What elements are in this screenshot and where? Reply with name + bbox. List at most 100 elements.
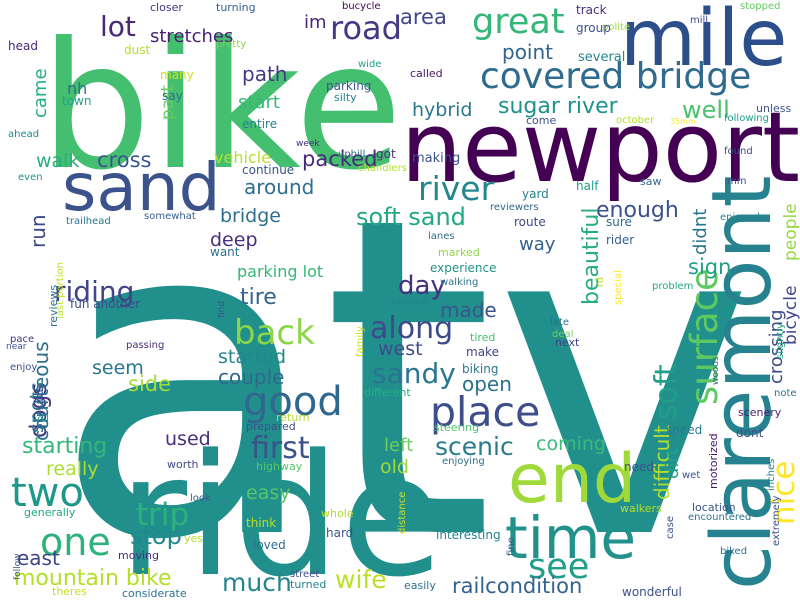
cloud-word: 35mm — [670, 116, 696, 126]
cloud-word: soft — [649, 364, 684, 420]
cloud-word: easily — [404, 579, 436, 593]
cloud-word: two — [11, 470, 84, 516]
cloud-word: location — [692, 501, 736, 515]
cloud-word: around — [244, 175, 315, 199]
cloud-word: walk — [36, 149, 80, 172]
cloud-word: stretches — [150, 25, 234, 47]
cloud-word: river — [418, 168, 495, 208]
cloud-word: starting — [22, 434, 108, 460]
cloud-word: old — [380, 455, 409, 478]
cloud-word: side — [128, 372, 172, 397]
cloud-word: deal — [552, 329, 574, 340]
cloud-word: sandy — [372, 356, 456, 390]
cloud-word: enjoying — [442, 456, 485, 467]
cloud-word: end — [508, 439, 637, 519]
cloud-word: area — [400, 5, 447, 30]
cloud-word: turned — [290, 578, 327, 592]
cloud-word: place — [430, 388, 541, 437]
cloud-word: head — [8, 39, 38, 54]
cloud-word: town — [62, 94, 92, 109]
cloud-word: pace — [10, 334, 35, 345]
cloud-word: really — [46, 457, 99, 480]
cloud-word: wife — [335, 565, 387, 594]
cloud-word: rd — [595, 276, 606, 287]
cloud-word: steering — [434, 421, 480, 435]
cloud-word: cross — [97, 148, 152, 173]
cloud-word: walkers — [620, 502, 662, 516]
cloud-word: mile — [620, 0, 788, 84]
cloud-word: enjoy — [10, 362, 38, 373]
cloud-word: many — [160, 68, 194, 83]
cloud-word: yes — [184, 532, 204, 546]
cloud-word: chandlers — [358, 163, 407, 174]
cloud-word: hard — [326, 526, 354, 541]
cloud-word: ride — [118, 418, 444, 600]
cloud-word: even — [18, 172, 43, 183]
cloud-word: late — [550, 317, 569, 328]
cloud-word: week — [296, 138, 320, 149]
cloud-word: reviews — [47, 284, 60, 327]
cloud-word: parking lot — [237, 262, 324, 282]
cloud-word: experience — [430, 261, 497, 276]
cloud-word: got — [376, 147, 396, 162]
cloud-word: way — [519, 233, 556, 255]
cloud-word: ahead — [8, 129, 40, 140]
cloud-word: continue — [242, 163, 295, 178]
cloud-word: woods — [711, 356, 721, 385]
cloud-word: downhill — [388, 297, 430, 308]
cloud-word: trailhead — [66, 216, 111, 227]
cloud-word: different — [364, 386, 411, 400]
cloud-word: day — [398, 271, 446, 302]
cloud-word: tire — [240, 285, 277, 311]
cloud-word: parking — [326, 79, 372, 94]
cloud-word: think — [246, 516, 277, 531]
cloud-word: passing — [126, 340, 165, 351]
cloud-word: making — [412, 150, 461, 166]
cloud-word: next — [555, 336, 580, 350]
cloud-word: walking — [440, 277, 479, 288]
cloud-word: well — [682, 95, 730, 124]
cloud-word: distance — [397, 491, 408, 534]
cloud-word: sugar river — [498, 94, 618, 120]
cloud-word: couple — [218, 365, 285, 389]
cloud-word: wet — [682, 470, 701, 481]
cloud-word: called — [410, 67, 443, 81]
cloud-word: prepared — [246, 420, 296, 434]
cloud-word: used — [165, 427, 211, 450]
cloud-word: marked — [438, 246, 480, 260]
cloud-word: wonderful — [622, 585, 682, 600]
cloud-word: bike — [40, 6, 403, 209]
cloud-word: see — [528, 547, 590, 587]
cloud-word: considerate — [122, 587, 187, 600]
cloud-word: railcondition — [452, 574, 583, 599]
cloud-word: riding — [54, 274, 135, 308]
cloud-word: road — [330, 9, 402, 48]
cloud-word: open — [462, 372, 512, 396]
cloud-word: coming — [536, 432, 606, 455]
cloud-word: time — [505, 503, 637, 572]
cloud-word: said — [35, 389, 46, 410]
cloud-word: people — [781, 203, 800, 261]
cloud-word: much — [222, 568, 292, 597]
cloud-word: half — [576, 179, 599, 194]
cloud-word: track — [576, 3, 607, 18]
cloud-word: street — [290, 569, 320, 580]
cloud-word: come — [526, 114, 557, 128]
cloud-word: extremely — [771, 495, 782, 546]
cloud-word: moving — [118, 549, 159, 563]
cloud-word: motorized — [707, 433, 720, 489]
cloud-word: somewhat — [144, 211, 196, 222]
cloud-word: run — [26, 214, 50, 248]
cloud-word: pretty — [216, 39, 247, 50]
cloud-word: sign — [688, 255, 732, 280]
cloud-word: covered bridge — [480, 56, 752, 98]
cloud-word: special — [613, 270, 624, 305]
cloud-word: dust — [124, 43, 151, 58]
cloud-word: great — [472, 2, 565, 42]
cloud-word: found — [724, 146, 753, 157]
cloud-word: route — [514, 215, 546, 230]
cloud-word: saw — [640, 175, 662, 189]
cloud-word: seem — [92, 356, 144, 379]
cloud-word: want — [210, 245, 240, 260]
cloud-word: group — [576, 21, 611, 36]
